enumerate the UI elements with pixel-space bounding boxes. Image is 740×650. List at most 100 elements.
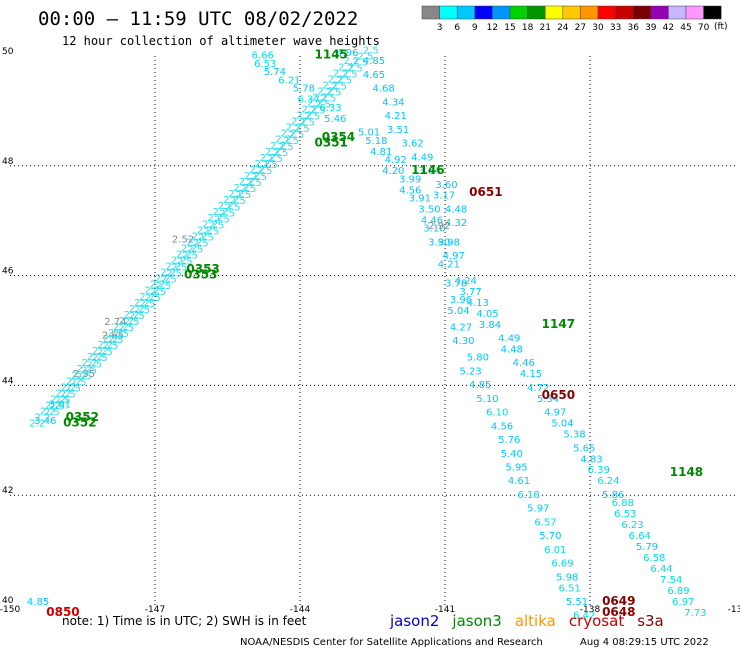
track-marker: 2.2: [249, 165, 265, 176]
track-marker: 2.2: [286, 123, 302, 134]
track-marker: 2.5: [331, 81, 347, 92]
track-marker: 2.5: [315, 100, 331, 111]
swh-value: 5.74: [264, 67, 286, 78]
legend-label: 33: [610, 23, 621, 33]
swh-value: 5.04: [551, 419, 573, 430]
swh-value: 5.34: [537, 394, 559, 405]
swh-value: 2.35: [73, 369, 95, 380]
lat-lon-grid: [10, 56, 735, 605]
track-marker: 2.2: [291, 117, 307, 128]
satellite-name: altika: [515, 612, 556, 630]
swh-value: 6.88: [612, 498, 634, 509]
track-marker: 2.5: [342, 69, 358, 80]
track-marker: 2.2: [56, 388, 72, 399]
swh-value: 5.95: [505, 462, 527, 473]
track-marker: 2.5: [267, 154, 283, 165]
track-marker: 2.2: [165, 262, 181, 273]
legend-label: 70: [698, 23, 710, 33]
swh-value: 4.56: [399, 185, 421, 196]
track-marker: 2.2: [207, 213, 223, 224]
track-marker: 2.5: [299, 118, 315, 129]
track-marker: 2.5: [225, 202, 241, 213]
track-marker: 2.2: [260, 153, 276, 164]
swh-value: 5.40: [501, 449, 523, 460]
swh-value: 6.39: [588, 465, 610, 476]
track-marker: 2.2: [234, 183, 250, 194]
swh-value: 4.15: [520, 369, 542, 380]
track-marker: 2.2: [213, 207, 229, 218]
track-marker: 2.2: [97, 340, 113, 351]
track-marker: 2.2: [113, 322, 129, 333]
swh-value: 4.97: [544, 408, 566, 419]
swh-value: 6.01: [544, 545, 566, 556]
legend-label: 36: [627, 23, 639, 33]
swh-value: 3.51: [387, 125, 409, 136]
swh-value: 6.58: [643, 553, 665, 564]
legend-label: 30: [592, 23, 604, 33]
track-marker: 2.5: [209, 220, 225, 231]
track-marker: 2.2: [66, 376, 82, 387]
pass-time: 0352: [63, 416, 96, 430]
pass-time: 0650: [542, 388, 575, 402]
track-marker: 2.5: [262, 160, 278, 171]
swh-value: 4.83: [580, 454, 602, 465]
track-marker: 2.2: [239, 177, 255, 188]
swh-value: 3.91: [409, 193, 431, 204]
swh-value: 6.69: [551, 559, 573, 570]
track-marker: 2.2: [307, 99, 323, 110]
swh-value: 5.18: [365, 136, 387, 147]
track-marker: 2.5: [363, 45, 379, 56]
swh-value: 4.96: [336, 48, 358, 59]
legend-label: 3: [437, 23, 443, 33]
track-marker: 2.2: [197, 225, 213, 236]
swh-value: 4.21: [385, 111, 407, 122]
y-tick-label: 40: [2, 596, 14, 606]
pass-time: 1147: [542, 317, 575, 331]
swh-value: 5.76: [498, 435, 520, 446]
pass-time: 0651: [469, 185, 502, 199]
swh-value: 3.96: [450, 295, 472, 306]
track-marker: 2.2: [160, 268, 176, 279]
track-marker: 2.2: [61, 382, 77, 393]
legend-label: 6: [454, 23, 460, 33]
swh-value: 4.81: [370, 147, 392, 158]
track-marker: 2.5: [134, 305, 150, 316]
axis-tick-labels: -150 -147 -144 -141 -138 -13 50 48 46 44 42 40: [0, 47, 740, 615]
track-marker: 2.5: [44, 408, 60, 419]
track-marker: 2.5: [166, 269, 182, 280]
swh-value: 5.78: [293, 84, 315, 95]
track-marker: 2.2: [317, 86, 333, 97]
swh-value: 5.70: [539, 531, 561, 542]
swh-value: 6.44: [650, 564, 672, 575]
track-marker: 2.5: [97, 347, 113, 358]
swh-value: 4.48: [501, 344, 523, 355]
x-tick-label: -141: [435, 605, 455, 615]
track-marker: 2.2: [312, 92, 328, 103]
satellite-name: s3a: [637, 612, 664, 630]
swh-value: 6.24: [597, 476, 619, 487]
legend-label: 15: [504, 23, 515, 33]
track-marker: 2.2: [103, 334, 119, 345]
track-marker: 2.5: [140, 299, 156, 310]
pass-time: 1145: [315, 48, 348, 62]
swh-value: 6.64: [629, 531, 651, 542]
swh-value: 6.23: [621, 520, 643, 531]
track-marker: 2.5: [49, 402, 65, 413]
x-tick-label: -138: [580, 605, 601, 615]
track-marker: 2.2: [50, 394, 66, 405]
legend-swatch: [650, 5, 669, 20]
legend-swatch: [474, 5, 493, 20]
track-marker: 2.5: [129, 311, 145, 322]
legend-swatch: [421, 5, 440, 20]
swh-value: 4.97: [443, 251, 465, 262]
swh-value: 4.85: [27, 597, 49, 608]
track-marker: 2.5: [118, 323, 134, 334]
satellite-name: jason2: [389, 612, 439, 630]
swh-value: 4.24: [455, 276, 477, 287]
track-marker: 2.2: [218, 201, 234, 212]
legend-swatch: [632, 5, 652, 20]
track-marker: 2.2: [150, 280, 166, 291]
swh-value: 3.10: [423, 224, 445, 235]
track-marker: 2.2: [82, 358, 98, 369]
track-marker: 2.2: [145, 286, 161, 297]
